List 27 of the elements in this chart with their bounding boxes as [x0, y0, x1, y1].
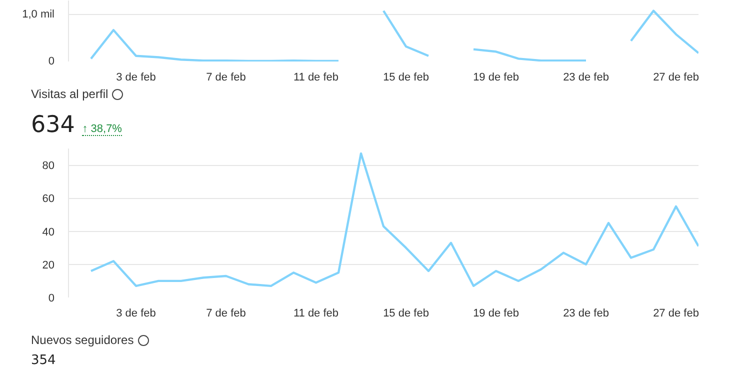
x-tick-label: 3 de feb	[116, 72, 156, 84]
x-tick-label: 27 de feb	[653, 308, 699, 320]
x-tick-label: 27 de feb	[653, 72, 699, 84]
x-tick-label: 15 de feb	[383, 308, 429, 320]
x-tick-label: 7 de feb	[206, 72, 246, 84]
y-tick-label: 60	[42, 193, 55, 206]
text: Nuevos seguidores	[31, 332, 135, 349]
text: 354	[31, 352, 57, 370]
x-tick-label: 19 de feb	[473, 308, 519, 320]
x-tick-label: 23 de feb	[563, 308, 609, 320]
y-tick-label: 80	[42, 160, 55, 172]
x-tick-label: 11 de feb	[293, 72, 339, 84]
y-tick-label: 0	[48, 292, 55, 304]
x-tick-label: 23 de feb	[563, 72, 609, 84]
x-tick-label: 7 de feb	[206, 308, 246, 320]
y-tick-label: 40	[42, 226, 55, 238]
y-tick-label: 1,0 mil	[22, 8, 55, 21]
x-tick-label: 15 de feb	[383, 72, 429, 84]
y-tick-label: 0	[48, 56, 55, 68]
line-series	[90, 152, 698, 288]
x-tick-label: 19 de feb	[473, 72, 519, 84]
chart-subtitle: 634	[31, 112, 75, 138]
chart-title: Visitas al perfil	[31, 86, 110, 103]
text: ↑ 38,7%	[82, 123, 122, 136]
y-tick-label: 20	[42, 259, 55, 272]
x-tick-label: 3 de feb	[116, 308, 156, 320]
x-tick-label: 11 de feb	[293, 308, 339, 320]
